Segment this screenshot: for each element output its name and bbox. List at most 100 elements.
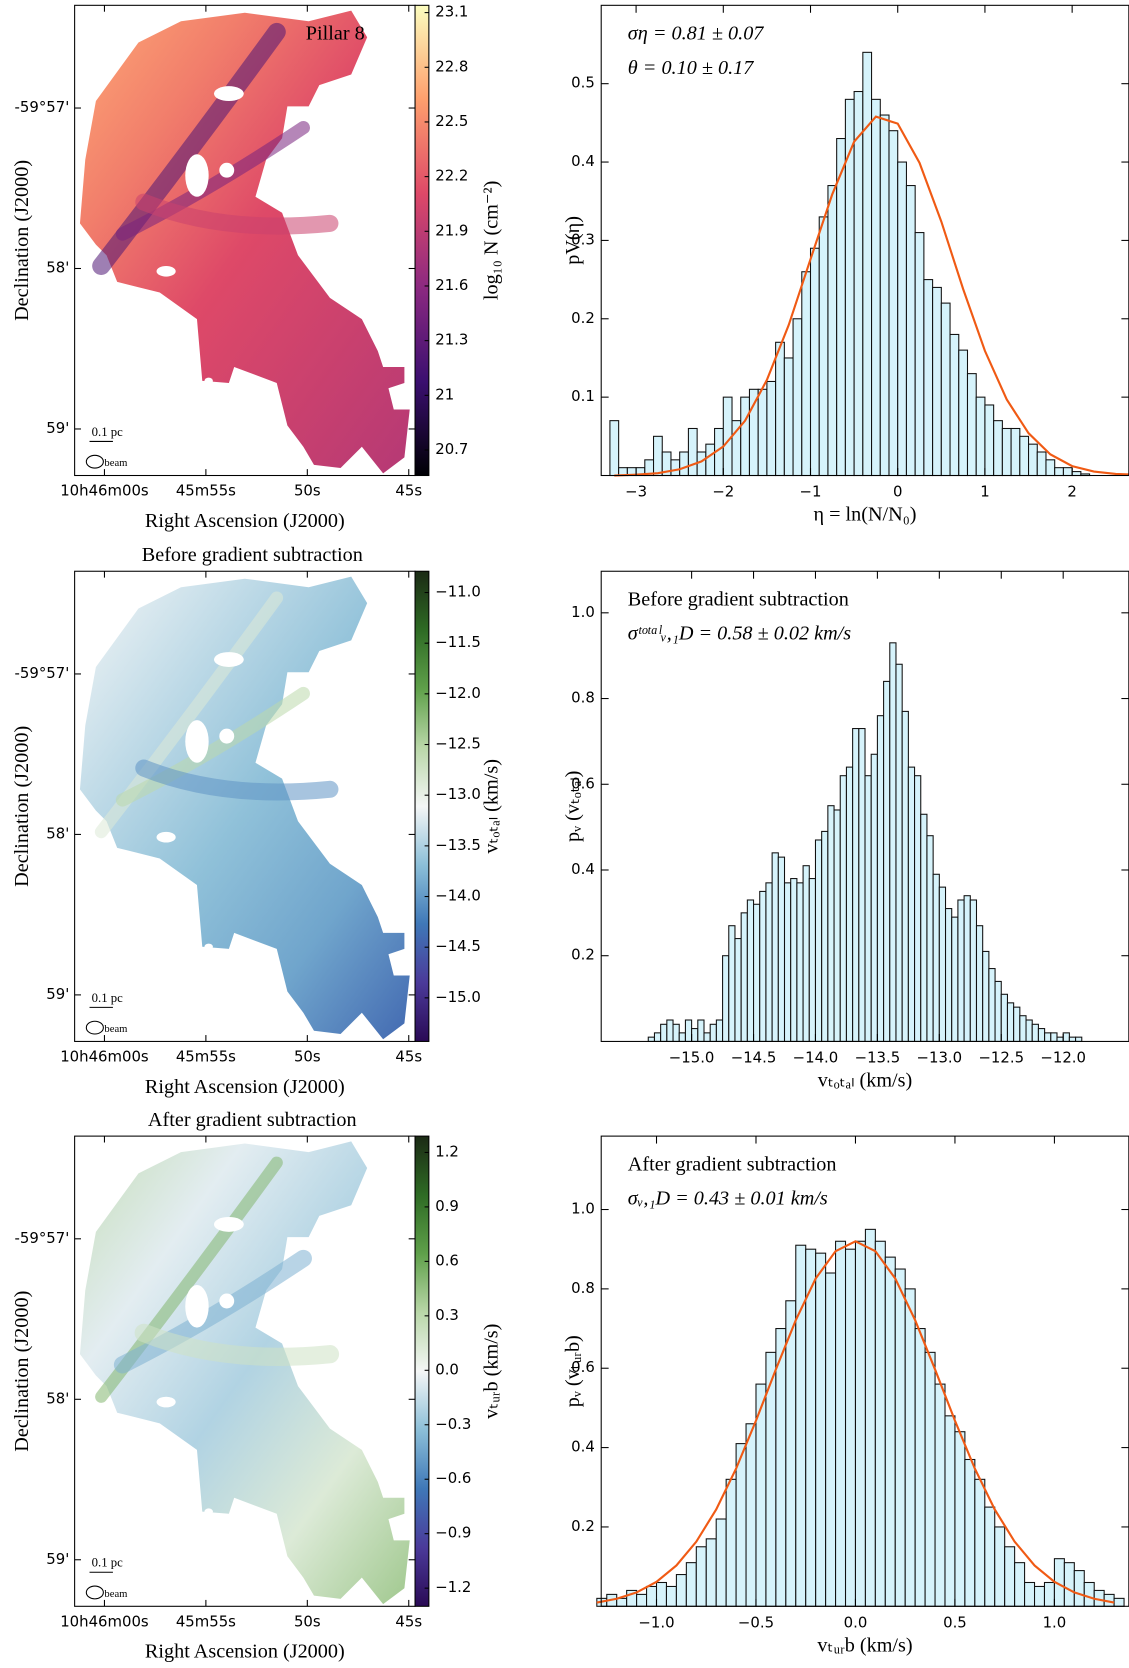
map-title: Pillar 8: [306, 23, 365, 45]
x-tick-label: −1: [800, 483, 822, 501]
histogram-bar: [836, 138, 846, 477]
colorbar-tick-label: 0.9: [435, 1197, 459, 1215]
colorbar: [414, 4, 430, 477]
histogram-bar: [982, 950, 990, 1042]
map-hole: [204, 377, 213, 385]
histogram-bar: [862, 51, 873, 477]
histogram-bar: [679, 451, 689, 477]
histogram-bar: [675, 1574, 687, 1607]
histogram-bar: [858, 728, 866, 1042]
y-tick-label: 0.4: [571, 152, 595, 170]
histogram-bar: [1063, 1562, 1075, 1607]
histogram-bar: [864, 1228, 876, 1607]
histogram-bar: [1062, 1032, 1070, 1042]
histogram-bar: [1000, 993, 1008, 1042]
histogram-bar: [920, 813, 928, 1042]
map-hole: [213, 652, 244, 667]
histogram-bar: [652, 435, 663, 477]
histogram-bar: [725, 1478, 737, 1607]
histogram-bar: [966, 373, 977, 477]
histogram-bar: [785, 1300, 797, 1607]
histogram-bar: [854, 1240, 866, 1607]
beam: [85, 1020, 104, 1035]
histogram-bar: [904, 1288, 916, 1607]
map-hole: [185, 720, 209, 763]
colorbar-tick-label: −11.0: [435, 583, 481, 601]
histogram-bar: [1019, 1015, 1027, 1042]
histogram-bar: [775, 341, 785, 477]
histogram-bar: [1073, 1570, 1085, 1607]
colorbar-tick-label: −14.0: [435, 887, 481, 905]
map-hole: [219, 728, 235, 744]
beam-label: beam: [104, 1589, 128, 1600]
histogram-bar: [777, 856, 786, 1042]
histogram-bar: [864, 775, 872, 1042]
histogram-bar: [678, 1032, 686, 1042]
histogram-bar: [783, 357, 794, 477]
y-tick-label: 0.2: [571, 309, 595, 327]
map-region: [79, 576, 410, 1040]
y-tick-label: 1.0: [571, 603, 595, 621]
histogram-bar: [757, 388, 768, 477]
histogram-bar: [1062, 467, 1073, 477]
histogram-bar: [871, 98, 881, 477]
histogram-bar: [1083, 1581, 1095, 1607]
histogram-bar: [889, 642, 897, 1042]
histogram-bar: [759, 890, 767, 1042]
map-structure: [135, 193, 339, 235]
colorbar-tick-label: 21.3: [435, 331, 468, 349]
histogram-bar: [792, 318, 803, 477]
fit-curve: [596, 1240, 1115, 1604]
histogram-bar: [1024, 1581, 1036, 1607]
histogram-bar: [1045, 459, 1056, 477]
histogram-bar: [1033, 1585, 1046, 1607]
y-tick-label: 58': [46, 258, 69, 276]
map-hole: [156, 1396, 176, 1408]
histogram-bar: [934, 1383, 946, 1607]
x-tick-label: −14.0: [793, 1048, 839, 1066]
histogram-bar: [1004, 1546, 1016, 1607]
histogram-bar: [924, 1351, 936, 1607]
beam: [85, 454, 104, 469]
colorbar-tick-label: −15.0: [435, 988, 481, 1006]
x-tick-label: 45m55s: [176, 481, 236, 499]
y-tick-label: 0.3: [571, 230, 595, 248]
x-tick-label: 0: [893, 483, 902, 501]
colorbar-tick-label: −14.5: [435, 937, 481, 955]
map-structure: [115, 121, 310, 241]
histogram-bar: [790, 878, 798, 1042]
histogram-bar: [653, 1032, 662, 1042]
x-tick-label: 0.0: [844, 1613, 868, 1631]
histogram-bar: [1006, 1002, 1015, 1042]
colorbar: [414, 570, 430, 1042]
annotation: ση = 0.81 ± 0.07: [628, 23, 765, 45]
histogram-bar: [993, 420, 1003, 477]
histogram-bar: [895, 663, 903, 1042]
histogram-bar: [765, 882, 773, 1042]
map-hole: [204, 1508, 213, 1515]
histogram-bar: [876, 715, 885, 1042]
colorbar-tick-label: 23.1: [435, 3, 468, 21]
histogram-bar: [1025, 1019, 1033, 1042]
histogram-bar: [874, 1240, 886, 1607]
colorbar-tick-label: −13.0: [435, 785, 481, 803]
histogram-bar: [795, 1244, 807, 1607]
histogram-bar: [835, 1240, 847, 1607]
histogram-bar: [1014, 1562, 1026, 1607]
histogram-bar: [1036, 451, 1047, 477]
map-hole: [213, 1216, 244, 1232]
histogram-bar: [766, 380, 777, 477]
histogram-bar: [884, 1256, 896, 1607]
y-axis-label: pᵥ (vₜₒₜₐₗ): [562, 771, 584, 842]
histogram-bar: [914, 232, 925, 477]
histogram-bar: [1013, 1006, 1021, 1042]
histogram-bar: [914, 1328, 926, 1607]
histogram-bar: [695, 1546, 707, 1607]
x-tick-label: −1.0: [638, 1613, 674, 1631]
histogram-bar: [963, 895, 971, 1042]
histogram-bar: [954, 1431, 966, 1607]
y-tick-label: 0.4: [571, 860, 595, 878]
map-structure: [134, 1323, 340, 1366]
x-tick-label: −12.0: [1040, 1048, 1086, 1066]
histogram-bar: [827, 185, 838, 477]
